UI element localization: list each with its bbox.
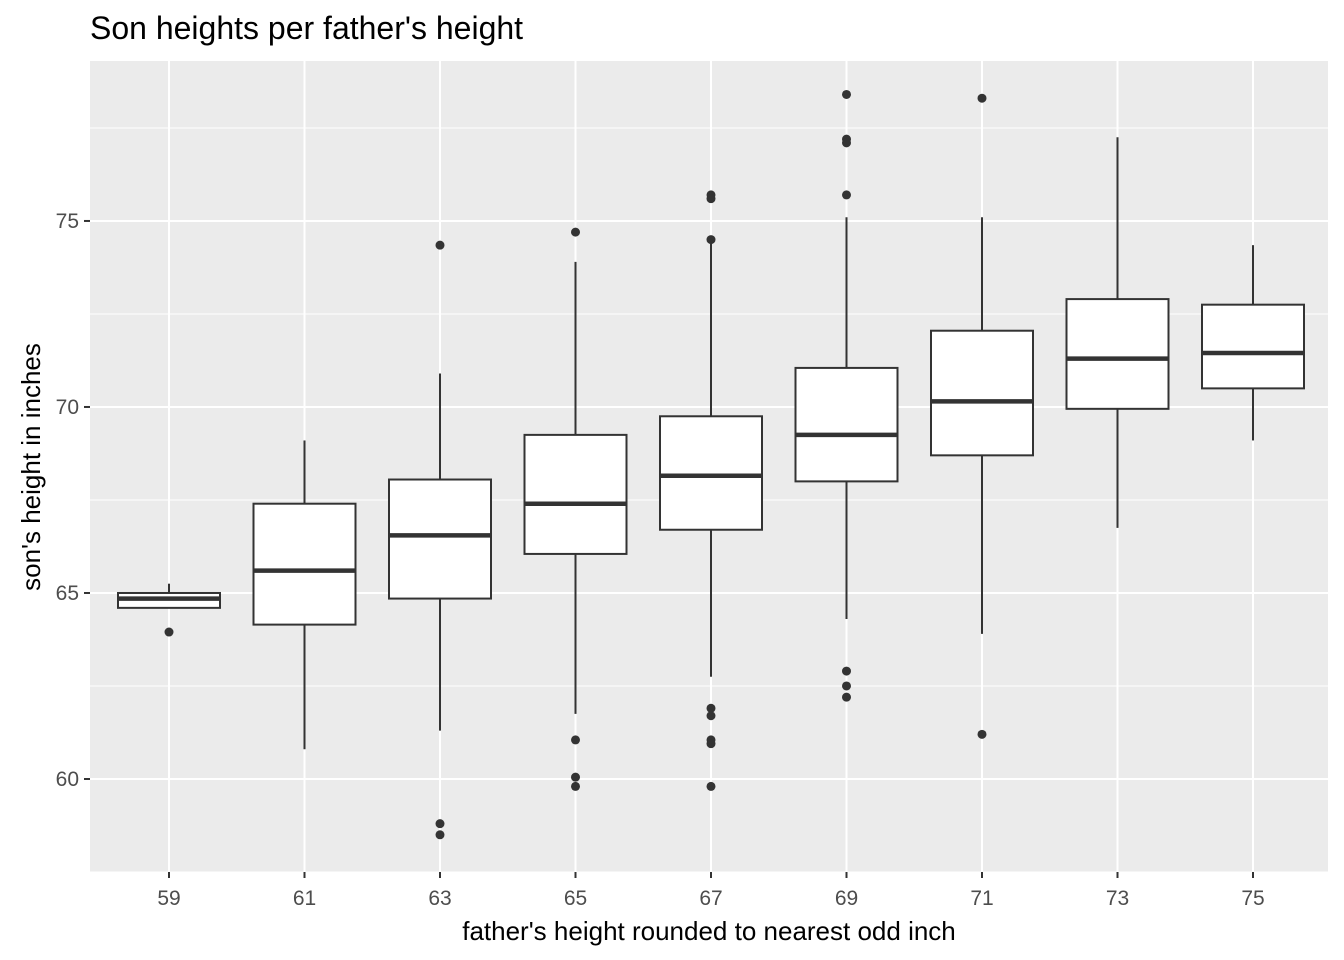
outlier-point bbox=[435, 819, 445, 829]
x-tick-label: 73 bbox=[1106, 887, 1129, 910]
outlier-point bbox=[571, 227, 580, 237]
box-iqr bbox=[930, 329, 1034, 457]
x-tick-label: 71 bbox=[970, 887, 993, 910]
x-tick-label: 65 bbox=[564, 887, 587, 910]
x-tick-label: 67 bbox=[699, 887, 722, 910]
outlier-point bbox=[571, 735, 580, 745]
outlier-point bbox=[706, 739, 716, 749]
outlier-point bbox=[977, 729, 987, 739]
outlier-point bbox=[706, 703, 716, 713]
outlier-point bbox=[842, 190, 851, 200]
y-axis-ticks: 60 65 70 75 bbox=[56, 210, 90, 791]
box-iqr bbox=[1201, 303, 1305, 390]
box-group-71 bbox=[930, 93, 1034, 739]
box-iqr bbox=[388, 478, 492, 600]
y-tick-label: 70 bbox=[56, 396, 79, 419]
outlier-point bbox=[842, 138, 851, 148]
box-group-63 bbox=[388, 240, 492, 840]
box-iqr bbox=[659, 415, 763, 531]
x-tick-label: 69 bbox=[835, 887, 858, 910]
outlier-point bbox=[706, 194, 716, 204]
chart-title: Son heights per father's height bbox=[90, 10, 524, 46]
y-tick-label: 60 bbox=[56, 768, 79, 791]
y-tick-label: 65 bbox=[56, 582, 79, 605]
box-iqr bbox=[252, 502, 357, 626]
y-tick-label: 75 bbox=[56, 210, 79, 233]
outlier-point bbox=[842, 89, 851, 99]
x-tick-label: 61 bbox=[293, 887, 316, 910]
box-iqr bbox=[794, 366, 899, 483]
box-group-69 bbox=[794, 89, 899, 702]
outlier-point bbox=[706, 235, 716, 245]
outlier-point bbox=[842, 692, 851, 702]
x-axis-ticks: 59 61 63 65 67 69 71 73 75 bbox=[157, 872, 1265, 910]
outlier-point bbox=[571, 781, 580, 791]
outlier-point bbox=[706, 711, 716, 721]
x-tick-label: 59 bbox=[157, 887, 180, 910]
outlier-point bbox=[706, 781, 716, 791]
outlier-point bbox=[435, 830, 445, 840]
box-series bbox=[117, 89, 1305, 840]
box-group-59 bbox=[117, 583, 221, 637]
box-iqr bbox=[1065, 298, 1170, 410]
box-group-65 bbox=[523, 227, 628, 791]
box-iqr bbox=[523, 433, 628, 555]
x-tick-label: 75 bbox=[1241, 887, 1264, 910]
outlier-point bbox=[164, 627, 174, 637]
outlier-point bbox=[977, 93, 987, 103]
box-group-73 bbox=[1065, 137, 1170, 528]
outlier-point bbox=[842, 681, 851, 691]
box-group-75 bbox=[1201, 245, 1305, 441]
outlier-point bbox=[842, 666, 851, 676]
box-group-61 bbox=[252, 440, 357, 750]
box-group-67 bbox=[659, 190, 763, 791]
outlier-point bbox=[435, 240, 445, 250]
x-tick-label: 63 bbox=[428, 887, 451, 910]
x-axis-title: father's height rounded to nearest odd i… bbox=[462, 916, 956, 946]
outlier-point bbox=[571, 772, 580, 782]
y-axis-title: son's height in inches bbox=[16, 343, 46, 591]
